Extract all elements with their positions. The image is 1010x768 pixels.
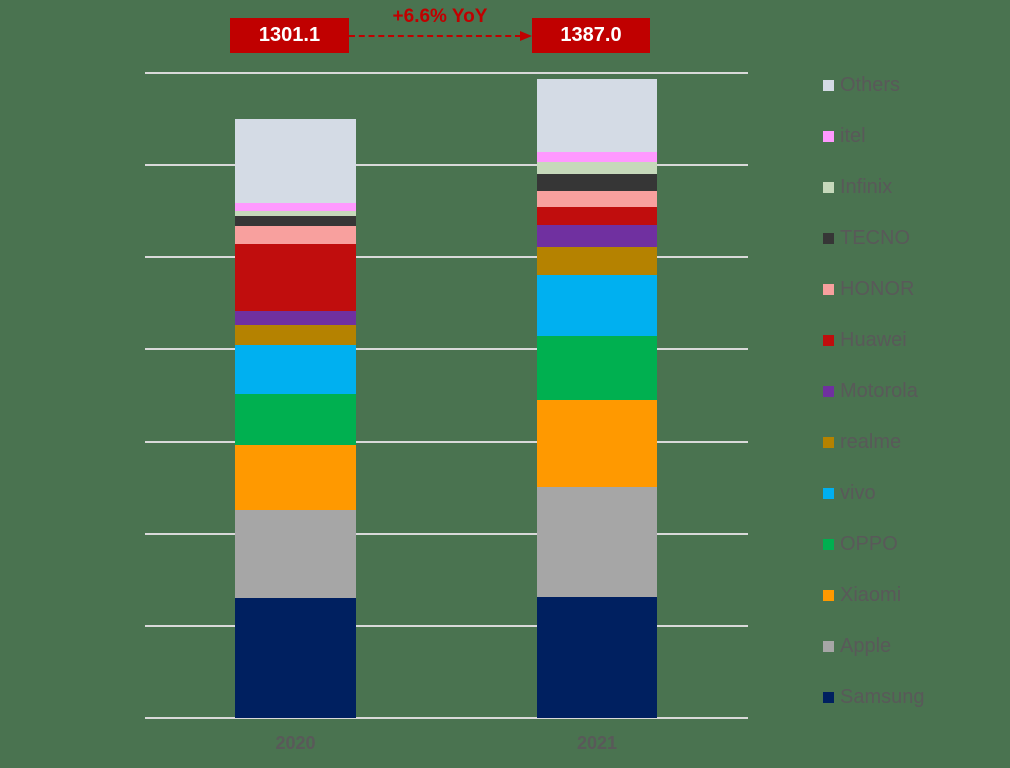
legend-marker-icon: [823, 589, 834, 601]
legend-item-apple: Apple: [823, 634, 891, 658]
legend-item-samsung: Samsung: [823, 685, 925, 709]
segment-itel: [537, 151, 657, 163]
bar-2020: [235, 118, 356, 718]
legend-marker-icon: [823, 181, 834, 193]
segment-realme: [537, 246, 657, 275]
segment-samsung: [235, 597, 356, 718]
segment-honor: [235, 226, 356, 245]
segment-xiaomi: [235, 444, 356, 510]
legend-label: OPPO: [840, 532, 898, 555]
segment-motorola: [235, 311, 356, 326]
legend-label: realme: [840, 430, 902, 453]
legend-item-oppo: OPPO: [823, 532, 898, 556]
total-2020-badge: 1301.1: [230, 18, 349, 53]
legend-marker-icon: [823, 385, 834, 397]
segment-vivo: [537, 274, 657, 336]
legend-marker-icon: [823, 334, 834, 346]
segment-oppo: [235, 393, 356, 445]
gridline: [145, 72, 748, 74]
segment-samsung: [537, 596, 657, 718]
legend-marker-icon: [823, 640, 834, 652]
segment-apple: [235, 509, 356, 598]
legend-label: TECNO: [840, 226, 910, 249]
legend-marker-icon: [823, 232, 834, 244]
legend-label: Apple: [840, 634, 892, 657]
legend-label: Samsung: [840, 685, 925, 708]
segment-tecno: [537, 174, 657, 191]
legend-label: Infinix: [840, 175, 893, 198]
legend-item-realme: realme: [823, 430, 901, 454]
segment-apple: [537, 486, 657, 597]
legend-item-huawei: Huawei: [823, 328, 907, 352]
segment-huawei: [537, 206, 657, 225]
legend-item-motorola: Motorola: [823, 379, 918, 403]
segment-itel: [235, 203, 356, 211]
gridline: [145, 624, 748, 627]
legend-item-xiaomi: Xiaomi: [823, 583, 901, 607]
segment-vivo: [235, 344, 356, 394]
segment-tecno: [235, 215, 356, 227]
segment-realme: [235, 325, 356, 345]
yoy-arrow-line: [349, 35, 521, 37]
x-label-2020: 2020: [275, 733, 316, 753]
legend-label: Huawei: [840, 328, 907, 351]
legend-marker-icon: [823, 538, 834, 550]
legend-marker-icon: [823, 130, 834, 142]
legend-item-others: Others: [823, 73, 900, 97]
segment-xiaomi: [537, 399, 657, 487]
gridline: [145, 256, 748, 259]
segment-honor: [537, 190, 657, 207]
legend-label: vivo: [840, 481, 876, 504]
legend-marker-icon: [823, 487, 834, 499]
x-label-2021: 2021: [576, 733, 618, 753]
gridline: [145, 717, 748, 719]
segment-huawei: [235, 244, 356, 312]
legend-label: Motorola: [840, 379, 918, 402]
legend-marker-icon: [823, 691, 834, 703]
arrow-head-icon: [520, 31, 532, 41]
segment-oppo: [537, 335, 657, 400]
legend-item-infinix: Infinix: [823, 175, 892, 199]
gridline: [145, 348, 748, 351]
legend-label: itel: [840, 124, 866, 147]
yoy-growth-annotation: +6.6% YoY: [392, 6, 488, 27]
legend-item-honor: HONOR: [823, 277, 914, 301]
legend-label: Others: [840, 73, 901, 96]
legend-item-tecno: TECNO: [823, 226, 910, 250]
bar-2021: [537, 79, 657, 718]
segment-others: [235, 118, 356, 204]
total-2021-badge: 1387.0: [532, 18, 650, 53]
segment-infinix: [235, 210, 356, 216]
legend-item-itel: itel: [823, 124, 866, 148]
segment-motorola: [537, 224, 657, 247]
legend-label: HONOR: [840, 277, 915, 300]
legend-item-vivo: vivo: [823, 481, 876, 505]
gridline: [145, 440, 748, 443]
legend-marker-icon: [823, 283, 834, 295]
legend-label: Xiaomi: [840, 583, 902, 606]
gridline: [145, 532, 748, 535]
segment-infinix: [537, 162, 657, 175]
gridline: [145, 164, 748, 167]
segment-others: [537, 79, 657, 152]
legend-marker-icon: [823, 79, 834, 91]
legend-marker-icon: [823, 436, 834, 448]
